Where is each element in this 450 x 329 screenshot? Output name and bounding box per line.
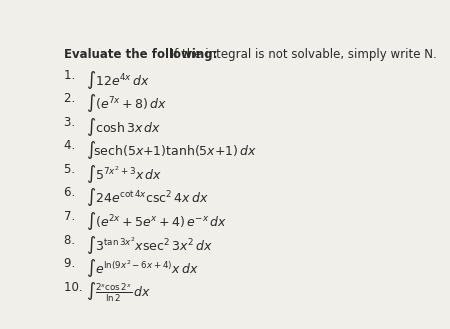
Text: 8.: 8. (64, 234, 79, 246)
Text: $\int (e^{7x}+8)\,dx$: $\int (e^{7x}+8)\,dx$ (86, 92, 167, 114)
Text: 4.: 4. (64, 139, 79, 152)
Text: 6.: 6. (64, 187, 79, 199)
Text: 2.: 2. (64, 92, 79, 105)
Text: 9.: 9. (64, 257, 79, 270)
Text: $\int \frac{2^x\cos 2^x}{\ln 2}\,dx$: $\int \frac{2^x\cos 2^x}{\ln 2}\,dx$ (86, 281, 151, 304)
Text: $\int e^{\ln(9x^2-6x+4)}x\,dx$: $\int e^{\ln(9x^2-6x+4)}x\,dx$ (86, 257, 198, 279)
Text: $\int \cosh 3x\,dx$: $\int \cosh 3x\,dx$ (86, 116, 161, 138)
Text: 3.: 3. (64, 116, 79, 129)
Text: 5.: 5. (64, 163, 79, 176)
Text: If the integral is not solvable, simply write N.: If the integral is not solvable, simply … (167, 48, 436, 61)
Text: 7.: 7. (64, 210, 79, 223)
Text: $\int 24e^{\cot 4x}\csc^2 4x\,dx$: $\int 24e^{\cot 4x}\csc^2 4x\,dx$ (86, 187, 208, 208)
Text: Evaluate the following:: Evaluate the following: (64, 48, 217, 61)
Text: $\int 3^{\tan 3x^2}x\sec^2 3x^2\,dx$: $\int 3^{\tan 3x^2}x\sec^2 3x^2\,dx$ (86, 234, 212, 256)
Text: $\int 12e^{4x}\,dx$: $\int 12e^{4x}\,dx$ (86, 69, 150, 90)
Text: $\int\! \mathrm{sech}(5x{+}1)\tanh(5x{+}1)\,dx$: $\int\! \mathrm{sech}(5x{+}1)\tanh(5x{+}… (86, 139, 257, 161)
Text: 1.: 1. (64, 69, 79, 82)
Text: $\int (e^{2x}+5e^{x}+4)\,e^{-x}\,dx$: $\int (e^{2x}+5e^{x}+4)\,e^{-x}\,dx$ (86, 210, 227, 232)
Text: 10.: 10. (64, 281, 86, 294)
Text: $\int 5^{7x^2+3}x\,dx$: $\int 5^{7x^2+3}x\,dx$ (86, 163, 162, 185)
